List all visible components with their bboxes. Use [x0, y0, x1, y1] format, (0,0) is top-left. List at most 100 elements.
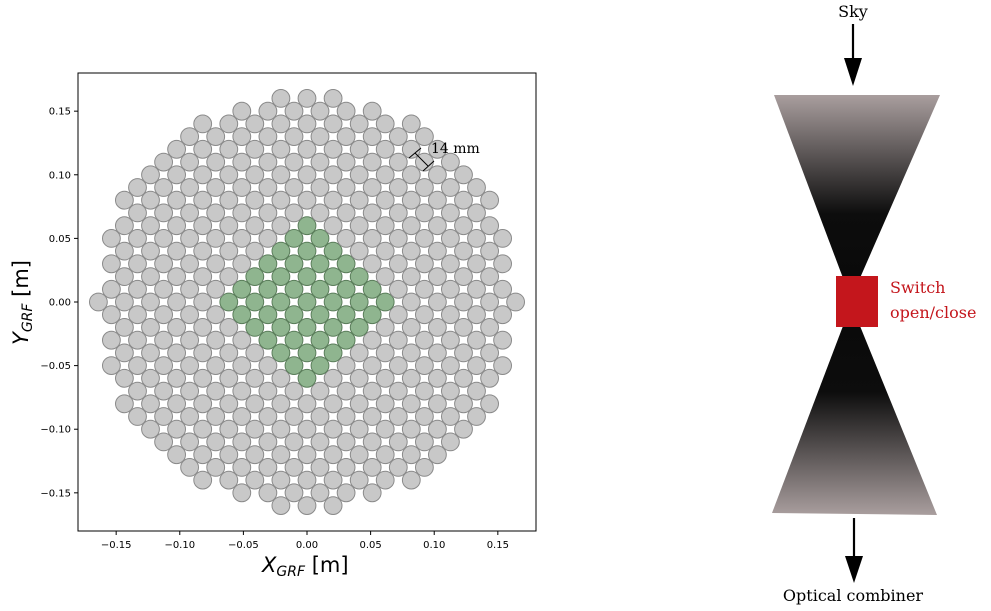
x-axis-label: XGRF [m] [261, 553, 349, 580]
subaperture [310, 203, 330, 223]
subaperture [467, 229, 486, 248]
subaperture [428, 241, 447, 261]
sky-label: Sky [838, 2, 868, 21]
subaperture [193, 165, 213, 185]
active-subaperture [323, 343, 343, 363]
subaperture [401, 241, 421, 261]
subaperture [193, 114, 213, 134]
subaperture [375, 165, 395, 185]
subaperture [336, 356, 356, 376]
subaperture [401, 445, 421, 465]
subaperture [441, 203, 460, 223]
subaperture [258, 458, 278, 477]
subaperture [467, 330, 486, 350]
subaperture [284, 203, 304, 223]
subaperture [102, 279, 121, 299]
subaperture [362, 381, 382, 401]
subaperture [219, 368, 239, 388]
subaperture [232, 203, 252, 223]
subaperture [480, 190, 500, 210]
active-subaperture [310, 305, 330, 325]
subaperture [180, 152, 200, 172]
subaperture [388, 229, 408, 248]
subaperture [388, 127, 408, 147]
subaperture [284, 152, 304, 172]
subaperture [454, 343, 473, 363]
active-subaperture [284, 356, 304, 376]
subaperture [297, 114, 317, 134]
subaperture [388, 356, 408, 376]
subaperture [206, 279, 226, 299]
x-tick-label: −0.05 [228, 540, 259, 551]
subaperture [454, 190, 473, 210]
subaperture [388, 178, 408, 197]
subaperture [441, 356, 460, 376]
subaperture [284, 407, 304, 426]
subaperture [349, 470, 369, 490]
active-subaperture [349, 318, 369, 337]
active-subaperture [232, 305, 252, 325]
subaperture [271, 216, 291, 236]
subaperture [167, 292, 187, 312]
subaperture [493, 254, 513, 274]
subaperture [271, 165, 291, 185]
subaperture [284, 381, 304, 401]
subaperture [467, 178, 486, 197]
subaperture [480, 292, 500, 312]
subaperture [415, 458, 434, 477]
subaperture [154, 178, 174, 197]
active-subaperture [245, 267, 265, 287]
subaperture [128, 356, 147, 376]
switch-schematic: Sky Switch open/close Optical combiner [772, 2, 976, 605]
subaperture [115, 267, 134, 287]
subaperture [284, 458, 304, 477]
subaperture [401, 368, 421, 388]
subaperture [506, 292, 525, 312]
subaperture [388, 330, 408, 350]
subaperture [401, 419, 421, 439]
active-subaperture [297, 267, 317, 287]
subaperture [375, 114, 395, 134]
subaperture [271, 419, 291, 439]
subaperture [245, 165, 265, 185]
subaperture [310, 152, 330, 172]
subaperture [323, 114, 343, 134]
subaperture [271, 139, 291, 159]
subaperture [441, 229, 460, 248]
subaperture [375, 318, 395, 337]
subaperture [336, 432, 356, 452]
active-subaperture [271, 343, 291, 363]
active-subaperture [336, 279, 356, 299]
subaperture [193, 216, 213, 236]
subaperture [375, 139, 395, 159]
subaperture [454, 368, 473, 388]
subaperture [362, 127, 382, 147]
active-subaperture [323, 292, 343, 312]
subaperture [323, 496, 343, 516]
subaperture [441, 279, 460, 299]
subaperture [219, 470, 239, 490]
x-tick-label: 0.10 [423, 540, 445, 551]
subaperture [180, 458, 200, 477]
subaperture [323, 470, 343, 490]
subaperture [141, 216, 160, 236]
subaperture [388, 381, 408, 401]
subaperture [167, 445, 187, 465]
x-tick-label: −0.10 [164, 540, 195, 551]
subaperture [206, 356, 226, 376]
subaperture [180, 432, 200, 452]
subaperture [454, 216, 473, 236]
subaperture [180, 127, 200, 147]
active-subaperture [258, 279, 278, 299]
subaperture [323, 165, 343, 185]
subaperture [297, 139, 317, 159]
x-tick-label: 0.15 [487, 540, 509, 551]
subaperture [219, 190, 239, 210]
subaperture [362, 432, 382, 452]
subaperture [232, 101, 252, 121]
dimension-label: 14 mm [431, 141, 480, 157]
subaperture [232, 483, 252, 503]
subaperture [245, 368, 265, 388]
subaperture [310, 483, 330, 503]
subaperture [167, 241, 187, 261]
